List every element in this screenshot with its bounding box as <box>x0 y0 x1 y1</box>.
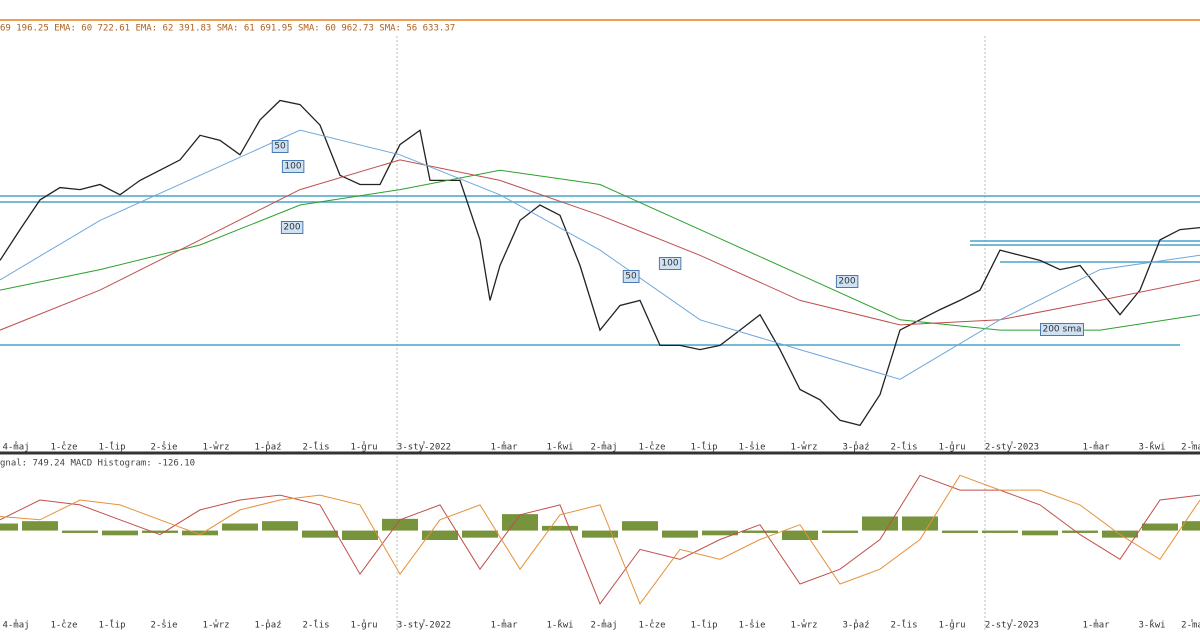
histogram-bar <box>582 530 618 538</box>
x-tick-label: 1-cze <box>638 443 665 453</box>
x-tick-label: 2-maj <box>590 443 617 453</box>
x-tick-label: 2-sie <box>150 443 177 453</box>
histogram-bar <box>662 530 698 538</box>
x-tick-label: 1-sie <box>738 443 765 453</box>
x-tick-label: 1-cze <box>50 443 77 453</box>
moving-average <box>0 129 1200 380</box>
x-tick-label: 3-kwi <box>1138 621 1165 631</box>
x-tick-label: 2-lis <box>890 621 917 631</box>
annotation-box <box>835 275 859 288</box>
histogram-bar <box>382 518 418 531</box>
x-tick-label: 1-lip <box>98 621 125 631</box>
histogram-bar <box>622 521 658 531</box>
x-tick-label: 1-wrz <box>202 443 229 453</box>
x-tick-label: 1-cze <box>50 621 77 631</box>
ma-annotation: 200 <box>838 277 855 287</box>
macd-line <box>0 474 1200 605</box>
ma-annotation: 50 <box>625 272 637 282</box>
x-tick-label: 1-gru <box>350 621 377 631</box>
histogram-bar <box>342 530 378 540</box>
histogram-bar <box>782 530 818 540</box>
histogram-bar <box>1142 523 1178 531</box>
indicator-header: 69 196.25 EMA: 60 722.61 EMA: 62 391.83 … <box>0 24 455 34</box>
ma-annotation: 100 <box>661 259 678 269</box>
histogram-bar <box>1062 530 1098 533</box>
x-tick-label: 3-kwi <box>1138 443 1165 453</box>
histogram-bar <box>982 530 1018 533</box>
histogram-bar <box>62 530 98 533</box>
histogram-bar <box>302 530 338 538</box>
annotation-box <box>281 160 305 173</box>
x-tick-label: 1-mar <box>1082 443 1110 453</box>
x-tick-label: 2-lis <box>890 443 917 453</box>
histogram-bar <box>1182 521 1200 531</box>
x-tick-label: 3-sty-2022 <box>397 443 451 453</box>
histogram-bar <box>742 530 778 533</box>
histogram-bar <box>102 530 138 536</box>
ma-annotation: 50 <box>274 142 286 152</box>
histogram-bar <box>502 514 538 531</box>
moving-average <box>0 169 1200 331</box>
x-tick-label: 2-sie <box>150 621 177 631</box>
annotation-box <box>658 257 682 270</box>
x-tick-label: 1-lip <box>690 621 717 631</box>
annotation-box <box>271 140 289 153</box>
x-tick-label: 1-mar <box>490 621 518 631</box>
x-tick-label: 1-mar <box>1082 621 1110 631</box>
histogram-bar <box>542 525 578 531</box>
histogram-bar <box>942 530 978 533</box>
histogram-bar <box>902 516 938 531</box>
x-tick-label: 1-mar <box>490 443 518 453</box>
x-tick-label: 2-ma <box>1181 443 1200 453</box>
histogram-bar <box>422 530 458 540</box>
histogram-bar <box>862 516 898 531</box>
annotation-box <box>280 221 304 234</box>
histogram-bar <box>222 523 258 531</box>
ma-annotation: 100 <box>284 162 301 172</box>
x-tick-label: 1-cze <box>638 621 665 631</box>
x-tick-label: 2-sty-2023 <box>985 443 1039 453</box>
x-tick-label: 1-gru <box>350 443 377 453</box>
histogram-bar <box>1022 530 1058 536</box>
x-tick-label: 1-wrz <box>790 443 817 453</box>
histogram-bar <box>182 530 218 536</box>
x-tick-label: 2-lis <box>302 443 329 453</box>
x-tick-label: 4-maj <box>2 443 29 453</box>
x-tick-label: 1-paź <box>254 443 281 453</box>
x-tick-label: 1-wrz <box>790 621 817 631</box>
price-line <box>0 99 1200 427</box>
x-tick-label: 1-kwi <box>546 621 573 631</box>
x-tick-label: 1-wrz <box>202 621 229 631</box>
x-tick-label: 2-lis <box>302 621 329 631</box>
macd-header: gnal: 749.24 MACD Histogram: -126.10 <box>0 459 195 469</box>
annotation-box <box>622 270 640 283</box>
x-tick-label: 2-ma <box>1181 621 1200 631</box>
x-tick-label: 2-maj <box>590 621 617 631</box>
x-tick-label: 4-maj <box>2 621 29 631</box>
x-tick-label: 1-paź <box>254 621 281 631</box>
x-tick-label: 2-sty-2023 <box>985 621 1039 631</box>
macd-line <box>0 474 1200 605</box>
x-tick-label: 3-paź <box>842 443 869 453</box>
x-tick-label: 1-sie <box>738 621 765 631</box>
ma-annotation: 200 <box>283 223 300 233</box>
x-tick-label: 1-lip <box>98 443 125 453</box>
histogram-bar <box>462 530 498 538</box>
annotation-box <box>1039 323 1085 336</box>
x-tick-label: 1-lip <box>690 443 717 453</box>
histogram-bar <box>262 521 298 531</box>
x-tick-label: 3-sty-2022 <box>397 621 451 631</box>
x-tick-label: 1-gru <box>938 443 965 453</box>
histogram-bar <box>142 530 178 533</box>
ma-annotation: 200 sma <box>1042 325 1081 335</box>
histogram-bar <box>22 521 58 531</box>
histogram-bar <box>0 523 18 531</box>
x-tick-label: 1-gru <box>938 621 965 631</box>
x-tick-label: 3-paź <box>842 621 869 631</box>
histogram-bar <box>702 530 738 536</box>
histogram-bar <box>822 530 858 533</box>
x-tick-label: 1-kwi <box>546 443 573 453</box>
